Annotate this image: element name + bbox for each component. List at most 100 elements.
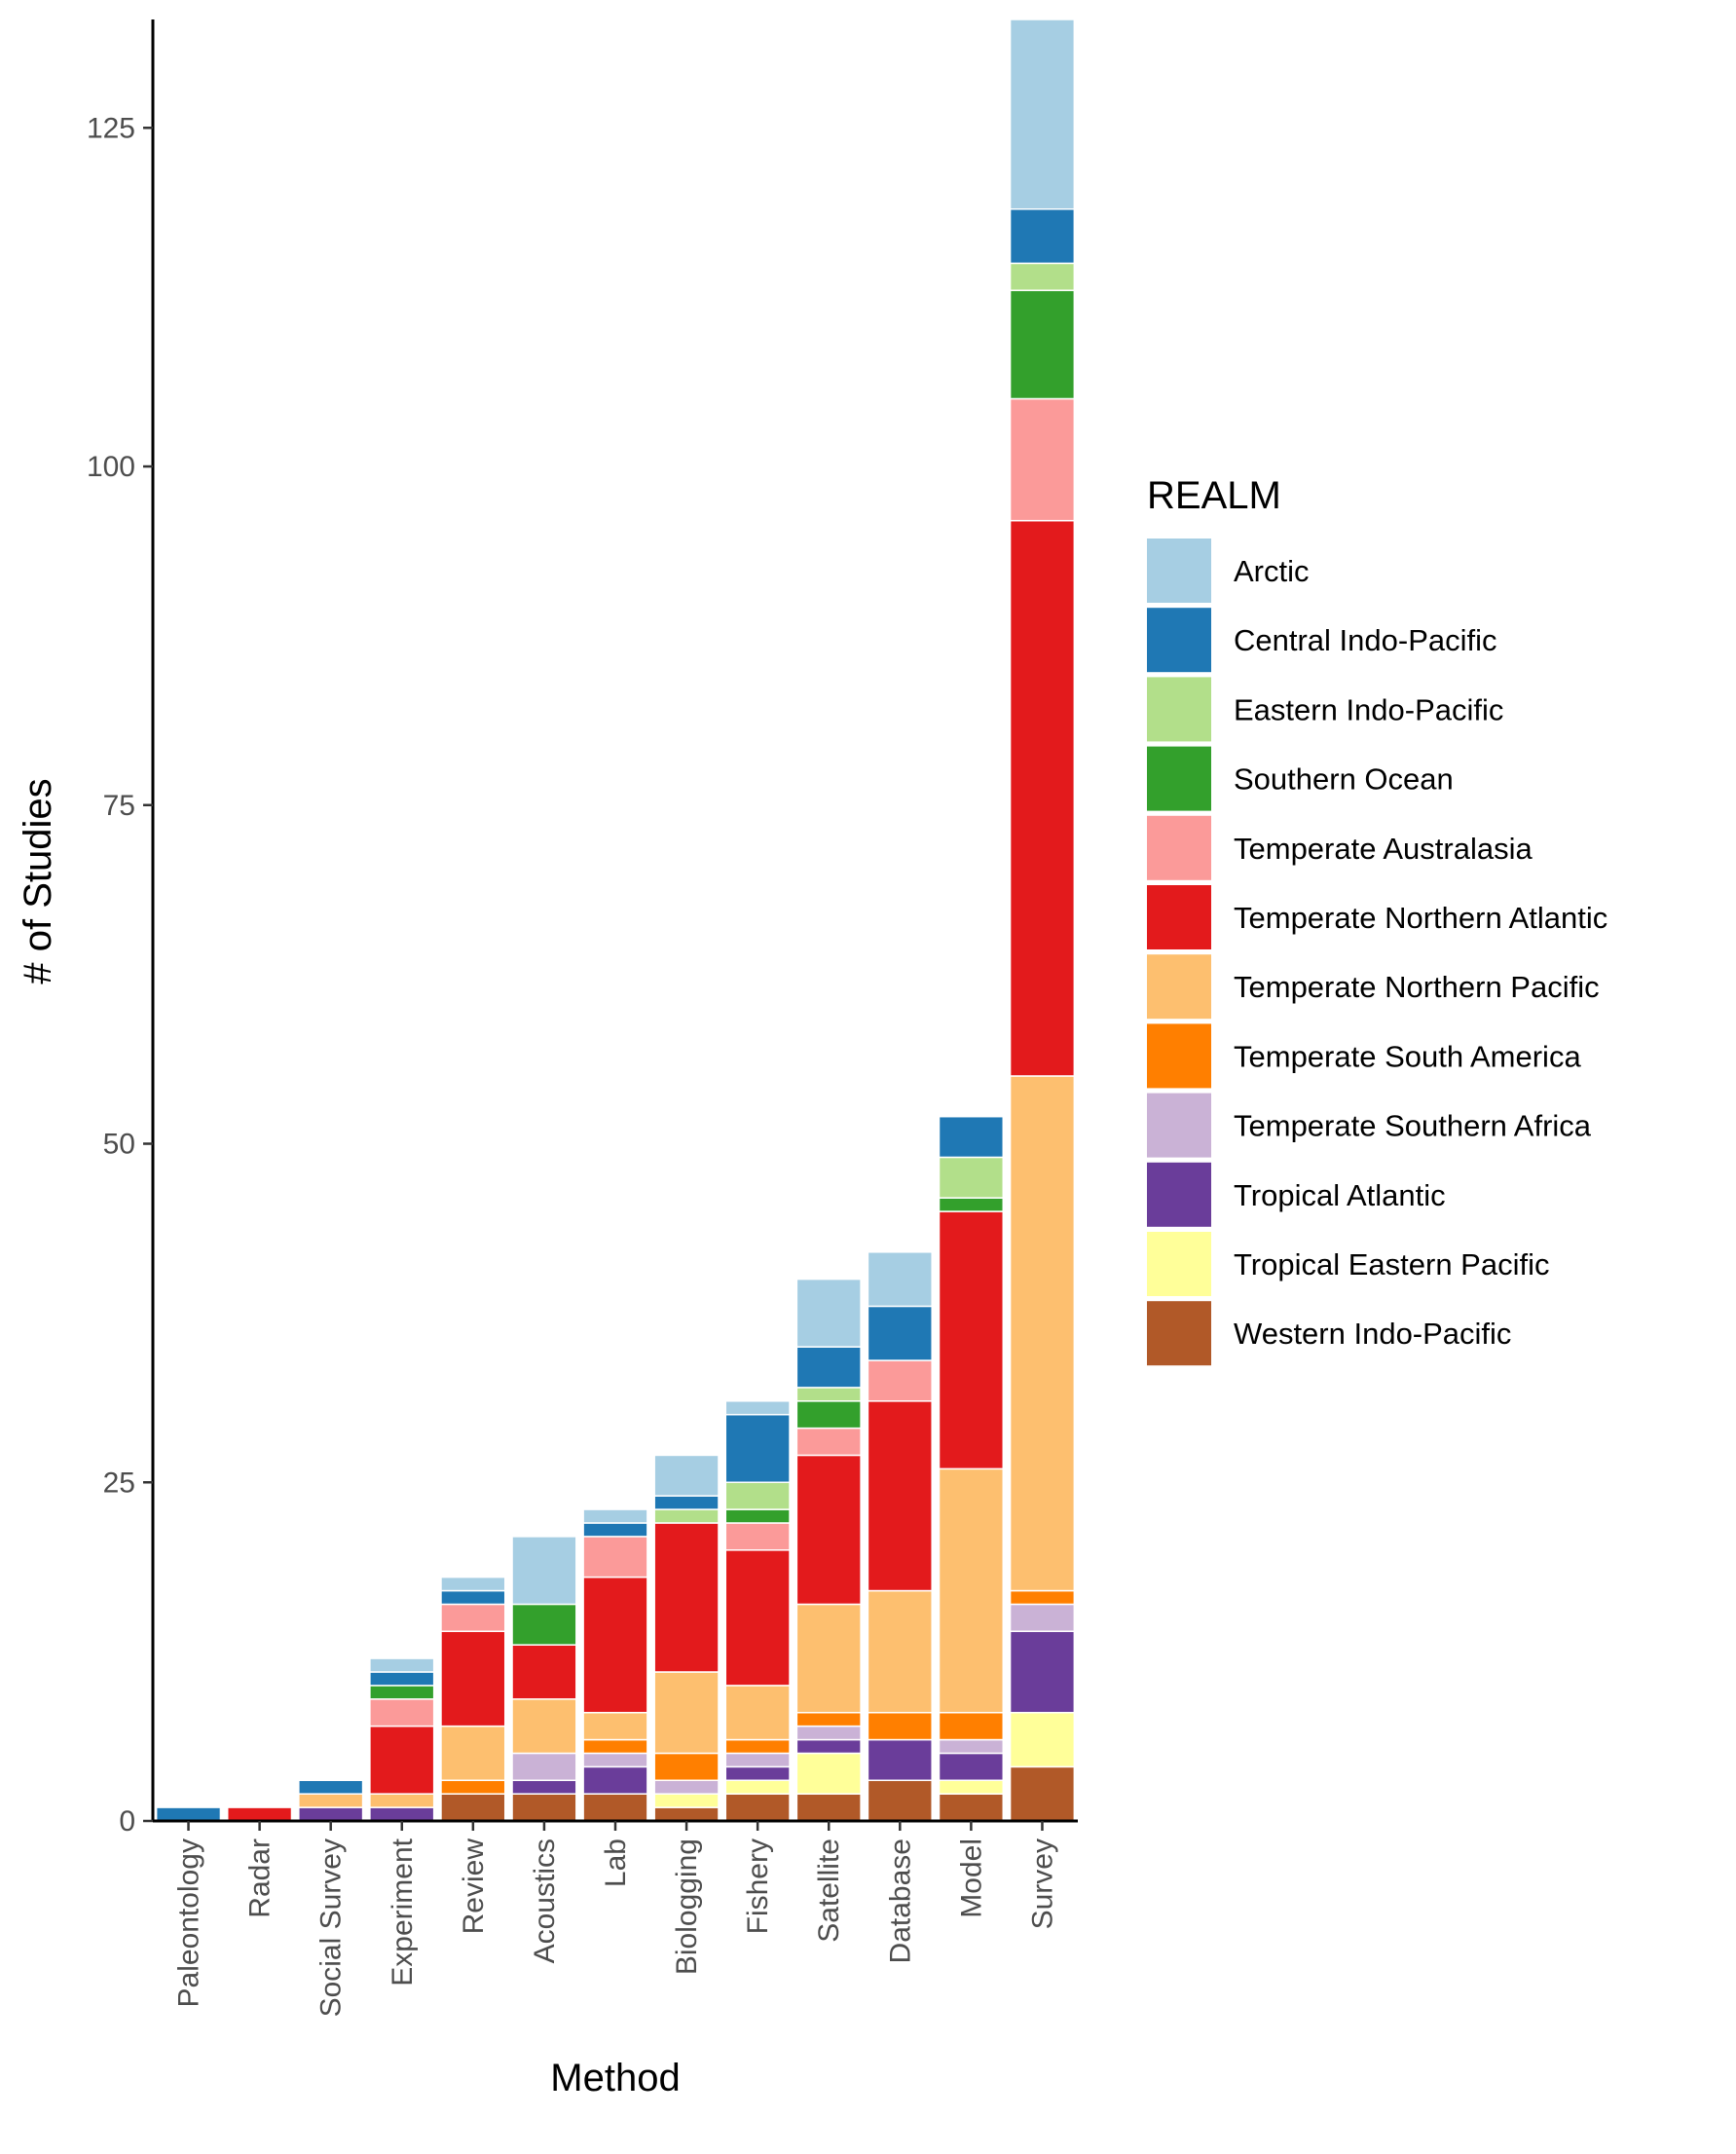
bar-segment-model-temperate-south-america [938,1711,1005,1741]
bar-segment-social-survey-central-indo-pacific [298,1779,364,1795]
bar-segment-survey-arctic [1009,19,1076,210]
x-axis-ticks: Paleontology Radar Social Survey Experiment… [173,1821,1058,2017]
bar-segment-fishery-temperate-southern-africa [724,1752,791,1768]
bar-segment-model-eastern-indo-pacific [938,1156,1005,1199]
legend-label-temperate-northern-pacific: Temperate Northern Pacific [1234,970,1600,1004]
bar-segment-biologging-temperate-southern-africa [653,1779,720,1795]
bar-segment-fishery-central-indo-pacific [724,1413,791,1484]
x-tick-label-fishery: Fishery [742,1838,774,1934]
bar-segment-survey-temperate-northern-atlantic [1009,519,1076,1077]
legend-key-eastern-indo-pacific [1147,677,1211,742]
bar-segment-lab-temperate-southern-africa [582,1752,648,1768]
x-axis-title: Method [550,2057,680,2099]
x-tick-label-biologging: Biologging [671,1838,703,1975]
bar-segment-lab-temperate-south-america [582,1738,648,1755]
bar-segment-satellite-tropical-eastern-pacific [795,1752,862,1795]
bar-segment-model-temperate-northern-atlantic [938,1210,1005,1470]
legend-label-temperate-australasia: Temperate Australasia [1234,832,1533,866]
legend-label-arctic: Arctic [1234,554,1310,588]
bar-segment-satellite-central-indo-pacific [795,1346,862,1389]
bar-segment-fishery-temperate-south-america [724,1738,791,1755]
x-tick-label-satellite: Satellite [813,1838,845,1943]
bar-segment-review-temperate-northern-atlantic [440,1630,506,1727]
y-tick-label-100: 100 [87,451,135,483]
bar-segment-review-temperate-south-america [440,1779,506,1795]
bar-segment-survey-temperate-australasia [1009,397,1076,522]
bar-segment-social-survey-temperate-northern-pacific [298,1793,364,1808]
bar-segment-model-southern-ocean [938,1197,1005,1212]
legend-label-temperate-southern-africa: Temperate Southern Africa [1234,1109,1592,1143]
y-axis-ticks: 0 25 50 75 100 125 [87,112,153,1838]
bar-segment-satellite-southern-ocean [795,1400,862,1430]
bar-segment-database-temperate-northern-pacific [867,1589,933,1714]
bar-segment-survey-central-indo-pacific [1009,207,1076,265]
bar-segment-experiment-tropical-atlantic [369,1806,435,1822]
y-axis-title: # of Studies [17,778,59,984]
bar-segment-review-central-indo-pacific [440,1589,506,1606]
bar-segment-database-temperate-australasia [867,1359,933,1402]
bar-segment-fishery-arctic [724,1400,791,1416]
bar-segment-acoustics-temperate-northern-atlantic [511,1644,577,1700]
bar-segment-experiment-temperate-northern-atlantic [369,1725,435,1795]
bar-segment-survey-eastern-indo-pacific [1009,262,1076,291]
bar-segment-database-temperate-northern-atlantic [867,1400,933,1592]
bar-segment-experiment-central-indo-pacific [369,1671,435,1687]
y-tick-label-0: 0 [119,1805,135,1838]
bar-segment-biologging-tropical-eastern-pacific [653,1793,720,1808]
bar-segment-satellite-eastern-indo-pacific [795,1387,862,1402]
bar-segment-satellite-temperate-australasia [795,1427,862,1457]
bar-segment-paleontology-central-indo-pacific [155,1806,222,1822]
bar-segment-fishery-temperate-northern-pacific [724,1685,791,1741]
y-tick-label-75: 75 [103,790,135,822]
legend-label-eastern-indo-pacific: Eastern Indo-Pacific [1234,692,1503,726]
bar-segment-satellite-arctic [795,1278,862,1348]
legend-label-tropical-eastern-pacific: Tropical Eastern Pacific [1234,1247,1549,1281]
bar-segment-biologging-western-indo-pacific [653,1806,720,1822]
y-tick-label-50: 50 [103,1129,135,1161]
x-tick-label-review: Review [458,1838,490,1935]
legend-key-western-indo-pacific [1147,1301,1211,1366]
y-tick-label-125: 125 [87,112,135,144]
bar-segment-biologging-central-indo-pacific [653,1495,720,1510]
x-tick-label-paleontology: Paleontology [173,1838,205,2007]
bar-segment-fishery-western-indo-pacific [724,1793,791,1822]
bar-segment-satellite-western-indo-pacific [795,1793,862,1822]
bar-segment-review-temperate-northern-pacific [440,1725,506,1782]
bar-segment-acoustics-temperate-southern-africa [511,1752,577,1782]
legend-key-temperate-northern-pacific [1147,954,1211,1020]
legend-key-tropical-eastern-pacific [1147,1232,1211,1296]
legend-label-tropical-atlantic: Tropical Atlantic [1234,1178,1446,1212]
bar-segment-acoustics-southern-ocean [511,1603,577,1646]
legend: REALM Arctic Central Indo-Pacific Eastern … [1147,474,1607,1366]
legend-key-southern-ocean [1147,746,1211,811]
x-tick-label-lab: Lab [600,1838,632,1887]
bar-segment-lab-temperate-northern-pacific [582,1711,648,1741]
bar-segment-lab-central-indo-pacific [582,1522,648,1538]
bar-segment-database-western-indo-pacific [867,1779,933,1822]
bar-segment-review-arctic [440,1576,506,1592]
bar-segment-satellite-tropical-atlantic [795,1738,862,1755]
legend-label-central-indo-pacific: Central Indo-Pacific [1234,623,1497,657]
bar-segment-database-tropical-atlantic [867,1738,933,1782]
y-tick-label-25: 25 [103,1467,135,1499]
bar-segment-experiment-arctic [369,1657,435,1673]
bar-segment-biologging-temperate-south-america [653,1752,720,1782]
bar-segment-survey-temperate-southern-africa [1009,1603,1076,1633]
x-tick-label-survey: Survey [1026,1838,1058,1929]
bar-segment-biologging-temperate-northern-pacific [653,1671,720,1755]
legend-key-tropical-atlantic [1147,1162,1211,1227]
bar-segment-fishery-eastern-indo-pacific [724,1481,791,1510]
bar-segment-acoustics-arctic [511,1536,577,1606]
bar-segment-model-tropical-atlantic [938,1752,1005,1782]
bar-segment-fishery-temperate-northern-atlantic [724,1549,791,1687]
legend-title: REALM [1147,474,1281,517]
bar-segment-model-western-indo-pacific [938,1793,1005,1822]
x-tick-label-model: Model [955,1838,987,1918]
bar-segment-satellite-temperate-northern-atlantic [795,1454,862,1606]
bar-segment-review-western-indo-pacific [440,1793,506,1822]
bar-segment-survey-western-indo-pacific [1009,1765,1076,1822]
legend-key-central-indo-pacific [1147,608,1211,673]
bar-segment-model-central-indo-pacific [938,1115,1005,1159]
bar-segment-lab-arctic [582,1508,648,1524]
